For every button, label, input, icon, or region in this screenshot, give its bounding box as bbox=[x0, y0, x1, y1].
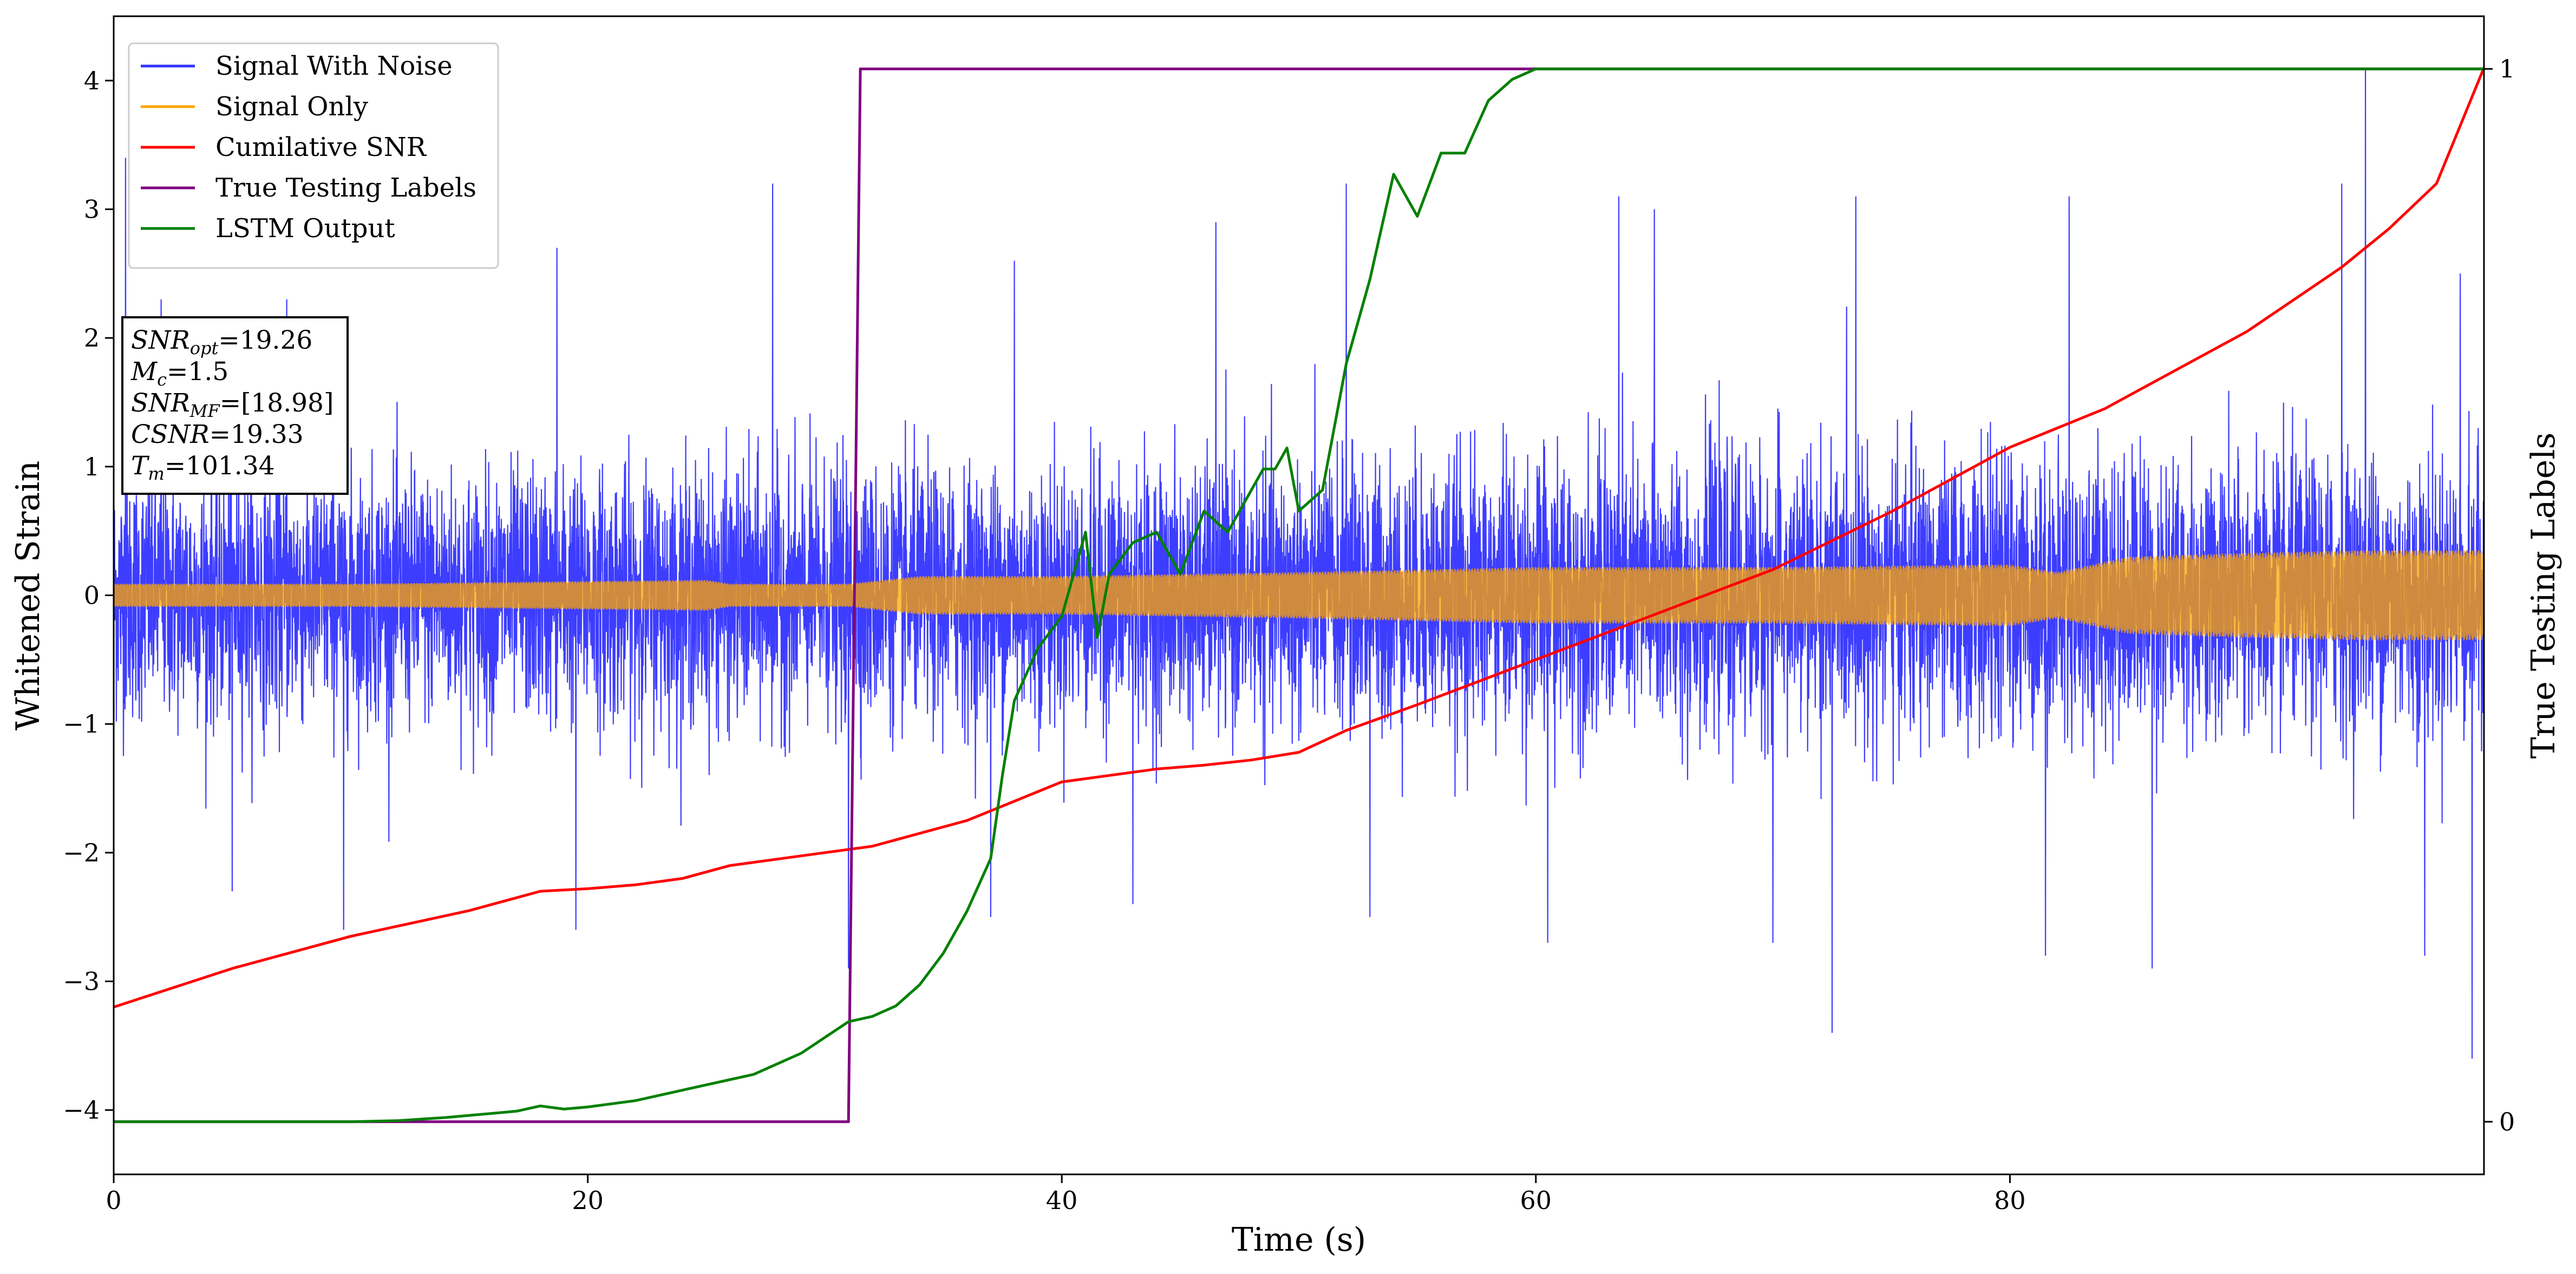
legend-label-true-testing-labels: True Testing Labels bbox=[215, 173, 476, 203]
info-box: SNRopt=19.26Mc=1.5SNRMF=[18.98]CSNR=19.3… bbox=[121, 316, 349, 495]
y-tick-label: 2 bbox=[84, 323, 100, 352]
x-tick-label: 40 bbox=[1046, 1186, 1078, 1215]
y-tick-label: −3 bbox=[63, 967, 100, 996]
info-line: SNRopt=19.26 bbox=[131, 325, 312, 358]
y2-tick-label: 0 bbox=[2499, 1107, 2515, 1136]
series-cumilative-snr bbox=[114, 67, 2484, 1009]
y2-axis-label: True Testing Labels bbox=[2525, 433, 2562, 759]
series-lstm-output bbox=[114, 67, 2484, 1123]
y-tick-label: 1 bbox=[84, 452, 100, 481]
info-line: Tm=101.34 bbox=[131, 451, 275, 484]
legend-label-cumilative-snr: Cumilative SNR bbox=[215, 132, 427, 162]
x-tick-label: 60 bbox=[1520, 1186, 1552, 1215]
y-tick-label: 0 bbox=[84, 581, 100, 610]
legend-label-signal-only: Signal Only bbox=[215, 92, 368, 122]
y2-tick-label: 1 bbox=[2499, 54, 2515, 83]
info-line: Mc=1.5 bbox=[130, 357, 228, 390]
series-signal-only bbox=[114, 550, 2484, 641]
x-tick-label: 0 bbox=[106, 1186, 121, 1215]
info-line: CSNR=19.33 bbox=[131, 420, 304, 449]
y-tick-label: −2 bbox=[63, 838, 100, 867]
legend-label-lstm-output: LSTM Output bbox=[215, 213, 395, 244]
info-box-frame bbox=[121, 316, 349, 495]
y-tick-label: −4 bbox=[63, 1095, 100, 1125]
plot-area bbox=[114, 67, 2484, 1123]
legend-label-signal-with-noise: Signal With Noise bbox=[215, 51, 453, 81]
y-axis-label: Whitened Strain bbox=[9, 461, 47, 730]
y-tick-label: 4 bbox=[84, 66, 100, 95]
y-tick-label: −1 bbox=[63, 709, 100, 739]
x-axis-label: Time (s) bbox=[1232, 1221, 1366, 1259]
x-tick-label: 20 bbox=[572, 1186, 604, 1215]
y-tick-label: 3 bbox=[84, 195, 100, 224]
legend-frame bbox=[128, 42, 499, 269]
info-line: SNRMF=[18.98] bbox=[131, 388, 334, 421]
x-tick-label: 80 bbox=[1994, 1186, 2026, 1215]
legend: Signal With Noise Signal Only Cumilative S… bbox=[128, 42, 499, 269]
